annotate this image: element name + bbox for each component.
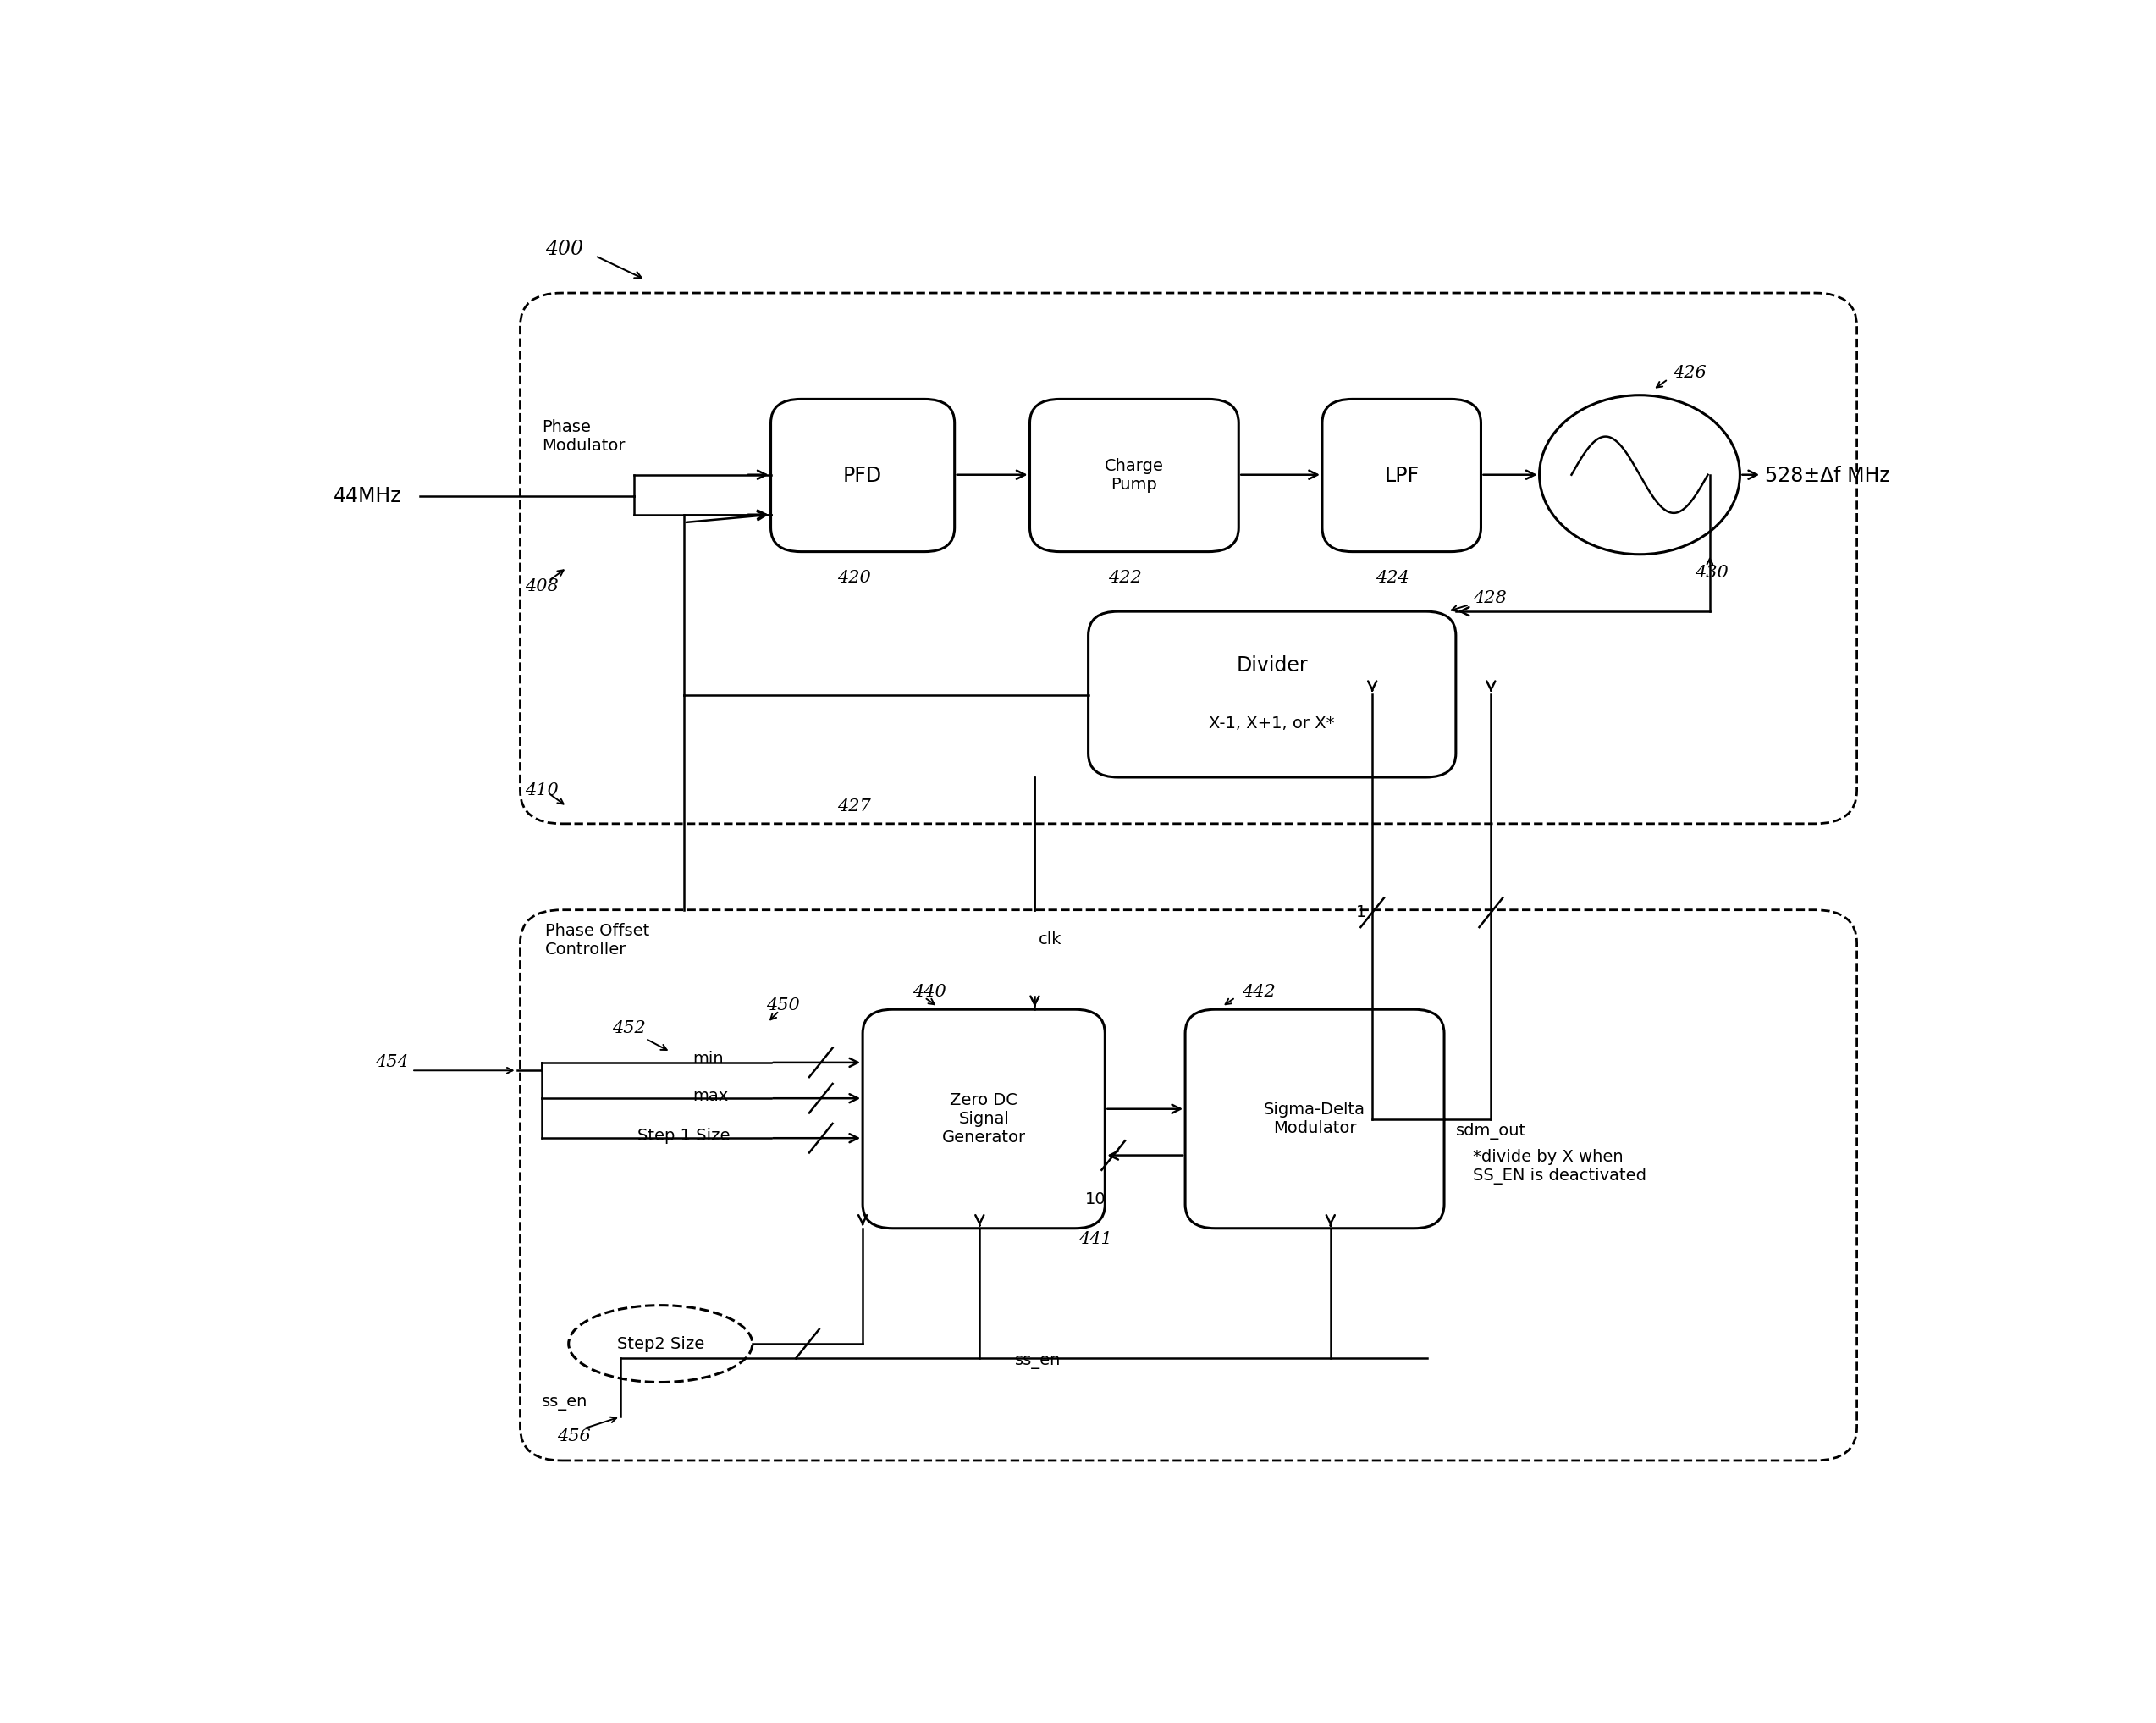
Text: 452: 452 bbox=[612, 1020, 645, 1036]
Text: 528±Δf MHz: 528±Δf MHz bbox=[1766, 465, 1891, 486]
Text: 424: 424 bbox=[1376, 570, 1410, 586]
Text: Zero DC
Signal
Generator: Zero DC Signal Generator bbox=[942, 1092, 1026, 1146]
Text: ss_en: ss_en bbox=[1015, 1353, 1061, 1370]
Text: 440: 440 bbox=[912, 984, 946, 1001]
Text: X-1, X+1, or X*: X-1, X+1, or X* bbox=[1210, 715, 1335, 732]
Text: clk: clk bbox=[1039, 930, 1061, 948]
FancyBboxPatch shape bbox=[1186, 1010, 1445, 1228]
Text: 44MHz: 44MHz bbox=[332, 486, 401, 507]
Text: Sigma-Delta
Modulator: Sigma-Delta Modulator bbox=[1263, 1101, 1365, 1135]
Text: PFD: PFD bbox=[843, 465, 882, 486]
FancyBboxPatch shape bbox=[772, 400, 955, 551]
FancyBboxPatch shape bbox=[520, 293, 1856, 824]
Text: 422: 422 bbox=[1108, 570, 1143, 586]
Text: 428: 428 bbox=[1473, 589, 1507, 606]
Text: 442: 442 bbox=[1242, 984, 1276, 1001]
Text: 426: 426 bbox=[1673, 365, 1708, 381]
Text: max: max bbox=[692, 1087, 729, 1104]
Text: 456: 456 bbox=[556, 1428, 591, 1444]
FancyBboxPatch shape bbox=[1031, 400, 1240, 551]
FancyBboxPatch shape bbox=[1322, 400, 1481, 551]
Text: 1: 1 bbox=[1356, 905, 1367, 920]
Text: 454: 454 bbox=[375, 1054, 407, 1070]
FancyBboxPatch shape bbox=[520, 910, 1856, 1461]
Text: 441: 441 bbox=[1078, 1230, 1112, 1247]
Text: 10: 10 bbox=[1084, 1191, 1106, 1208]
Text: 410: 410 bbox=[526, 782, 558, 798]
Text: *divide by X when
SS_EN is deactivated: *divide by X when SS_EN is deactivated bbox=[1473, 1149, 1645, 1184]
Text: Step 1 Size: Step 1 Size bbox=[638, 1127, 729, 1144]
Text: sdm_out: sdm_out bbox=[1455, 1123, 1526, 1141]
Text: Step2 Size: Step2 Size bbox=[617, 1335, 705, 1353]
Text: 408: 408 bbox=[526, 579, 558, 594]
Text: Phase
Modulator: Phase Modulator bbox=[541, 419, 625, 453]
Text: ss_en: ss_en bbox=[541, 1394, 589, 1409]
Ellipse shape bbox=[569, 1306, 752, 1382]
Text: Divider: Divider bbox=[1235, 655, 1309, 675]
Text: 400: 400 bbox=[545, 239, 584, 258]
Text: Phase Offset
Controller: Phase Offset Controller bbox=[545, 924, 649, 958]
Text: 427: 427 bbox=[839, 798, 871, 815]
FancyBboxPatch shape bbox=[862, 1010, 1106, 1228]
Text: min: min bbox=[692, 1051, 722, 1067]
Text: Charge
Pump: Charge Pump bbox=[1104, 458, 1164, 493]
FancyBboxPatch shape bbox=[1089, 612, 1455, 777]
Text: 420: 420 bbox=[837, 570, 871, 586]
Text: 450: 450 bbox=[765, 998, 800, 1013]
Text: 430: 430 bbox=[1695, 565, 1729, 581]
Text: LPF: LPF bbox=[1384, 465, 1419, 486]
